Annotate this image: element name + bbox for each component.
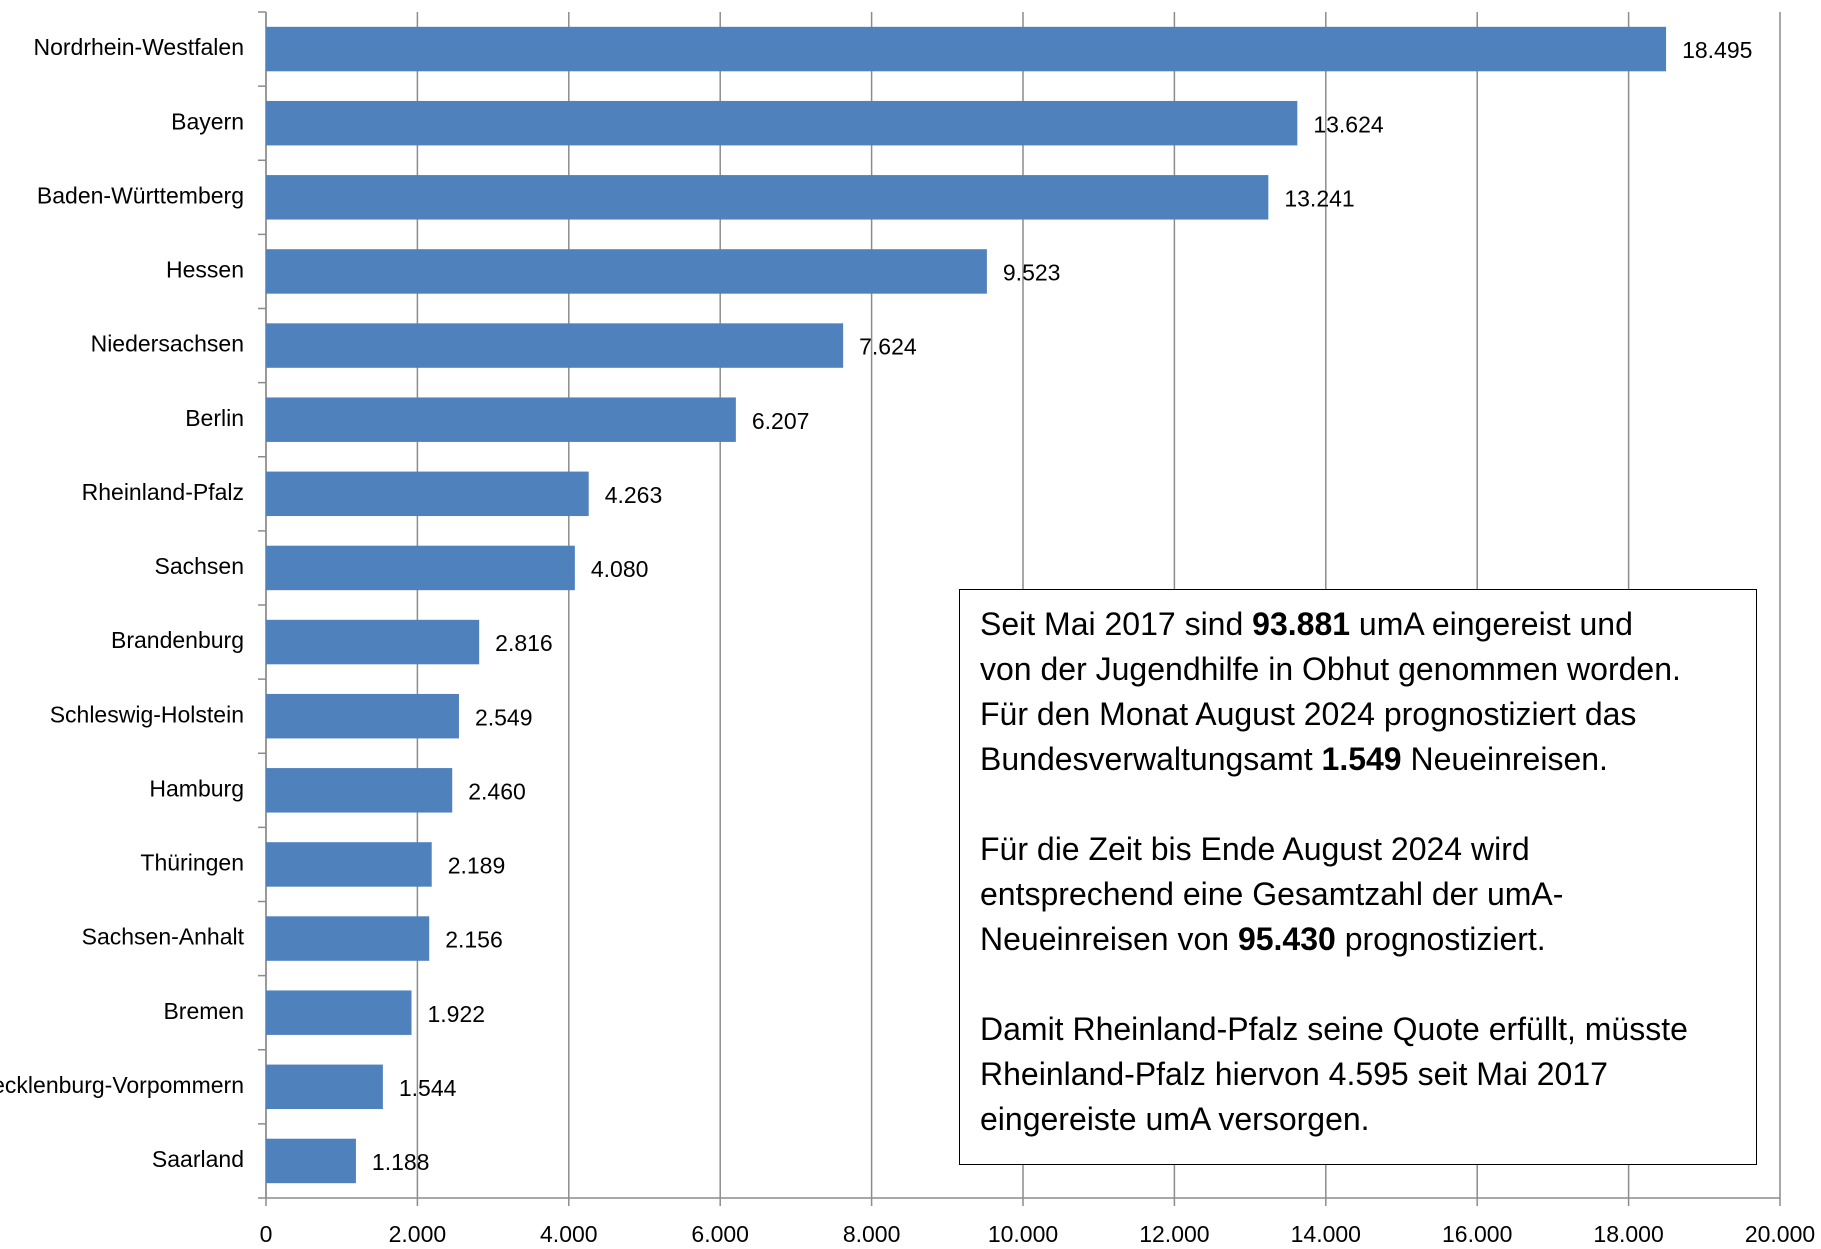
annotation-line: eingereiste umA versorgen. bbox=[980, 1097, 1756, 1142]
value-label: 9.523 bbox=[1003, 260, 1061, 286]
value-label: 7.624 bbox=[859, 334, 917, 360]
value-label: 1.188 bbox=[372, 1149, 430, 1175]
annotation-text: Bundesverwaltungsamt bbox=[980, 741, 1322, 777]
value-label: 13.624 bbox=[1313, 111, 1384, 137]
annotation-line: Neueinreisen von 95.430 prognostiziert. bbox=[980, 917, 1756, 962]
annotation-text: Neueinreisen. bbox=[1401, 741, 1608, 777]
x-tick-label: 4.000 bbox=[540, 1221, 598, 1247]
y-tick-label: Brandenburg bbox=[111, 627, 244, 653]
annotation-text: 1.549 bbox=[1321, 741, 1402, 777]
annotation-text: Rheinland-Pfalz hiervon 4.595 seit Mai 2… bbox=[980, 1056, 1608, 1092]
annotation-text: 95.430 bbox=[1237, 921, 1336, 957]
x-tick-label: 2.000 bbox=[389, 1221, 447, 1247]
annotation-line: Für den Monat August 2024 prognostiziert… bbox=[980, 692, 1756, 737]
bar bbox=[266, 249, 987, 294]
annotation-paragraph: Damit Rheinland-Pfalz seine Quote erfüll… bbox=[980, 1007, 1756, 1142]
y-tick-label: Schleswig-Holstein bbox=[50, 701, 244, 727]
bar bbox=[266, 471, 589, 517]
bar bbox=[266, 768, 453, 813]
y-tick-label: Sachsen-Anhalt bbox=[82, 924, 245, 950]
value-label: 2.816 bbox=[495, 630, 553, 656]
annotation-paragraph: Für die Zeit bis Ende August 2024 wird en… bbox=[980, 827, 1756, 962]
x-tick-label: 20.000 bbox=[1745, 1221, 1815, 1247]
x-tick-label: 16.000 bbox=[1442, 1221, 1512, 1247]
bar bbox=[266, 1064, 383, 1110]
y-tick-label: Mecklenburg-Vorpommern bbox=[0, 1072, 244, 1098]
annotation-line: entsprechend eine Gesamtzahl der umA- bbox=[980, 872, 1756, 917]
x-tick-label: 18.000 bbox=[1593, 1221, 1663, 1247]
annotation-text: Seit Mai 2017 sind bbox=[980, 606, 1253, 642]
annotation-text: prognostiziert. bbox=[1335, 921, 1546, 957]
bar bbox=[266, 842, 432, 887]
annotation-line: Bundesverwaltungsamt 1.549 Neueinreisen. bbox=[980, 737, 1756, 782]
value-label: 6.207 bbox=[752, 408, 810, 434]
annotation-paragraph: Seit Mai 2017 sind 93.881 umA eingereist… bbox=[980, 602, 1756, 782]
annotation-text: von der Jugendhilfe in Obhut genommen wo… bbox=[980, 651, 1681, 687]
bar bbox=[266, 1138, 356, 1184]
bar bbox=[266, 100, 1298, 146]
y-tick-label: Bremen bbox=[163, 998, 244, 1024]
value-label: 2.156 bbox=[445, 927, 503, 953]
bar bbox=[266, 175, 1269, 220]
y-tick-label: Nordrhein-Westfalen bbox=[33, 34, 244, 60]
annotation-text: 93.881 bbox=[1252, 606, 1351, 642]
y-tick-label: Baden-Württemberg bbox=[37, 182, 244, 208]
annotation-line: von der Jugendhilfe in Obhut genommen wo… bbox=[980, 647, 1756, 692]
x-tick-label: 6.000 bbox=[691, 1221, 749, 1247]
x-tick-label: 10.000 bbox=[988, 1221, 1058, 1247]
annotation-text: entsprechend eine Gesamtzahl der umA- bbox=[980, 876, 1564, 912]
x-tick-label: 8.000 bbox=[843, 1221, 901, 1247]
bar bbox=[266, 693, 459, 739]
bar bbox=[266, 916, 430, 961]
x-tick-label: 0 bbox=[260, 1221, 273, 1247]
y-tick-label: Hamburg bbox=[149, 775, 244, 801]
bar bbox=[266, 545, 575, 591]
value-label: 1.544 bbox=[399, 1075, 457, 1101]
x-tick-label: 12.000 bbox=[1139, 1221, 1209, 1247]
y-tick-label: Niedersachsen bbox=[91, 331, 244, 357]
y-tick-label: Bayern bbox=[171, 108, 244, 134]
annotation-line: Für die Zeit bis Ende August 2024 wird bbox=[980, 827, 1756, 872]
bar bbox=[266, 397, 736, 442]
annotation-line: Seit Mai 2017 sind 93.881 umA eingereist… bbox=[980, 602, 1756, 647]
annotation-text: Damit Rheinland-Pfalz seine Quote erfüll… bbox=[980, 1011, 1688, 1047]
annotation-box: Seit Mai 2017 sind 93.881 umA eingereist… bbox=[959, 589, 1757, 1165]
y-tick-label: Rheinland-Pfalz bbox=[82, 479, 244, 505]
value-label: 1.922 bbox=[427, 1001, 485, 1027]
y-tick-label: Hessen bbox=[166, 257, 244, 283]
annotation-text: umA eingereist und bbox=[1350, 606, 1633, 642]
annotation-text: Für den Monat August 2024 prognostiziert… bbox=[980, 696, 1637, 732]
annotation-line: Damit Rheinland-Pfalz seine Quote erfüll… bbox=[980, 1007, 1756, 1052]
bar bbox=[266, 619, 480, 665]
y-tick-label: Sachsen bbox=[154, 553, 244, 579]
value-label: 2.189 bbox=[448, 853, 506, 879]
value-label: 4.263 bbox=[605, 482, 663, 508]
y-tick-label: Thüringen bbox=[140, 850, 244, 876]
value-label: 2.460 bbox=[468, 778, 526, 804]
annotation-line: Rheinland-Pfalz hiervon 4.595 seit Mai 2… bbox=[980, 1052, 1756, 1097]
annotation-text: Neueinreisen von bbox=[980, 921, 1238, 957]
annotation-text: Für die Zeit bis Ende August 2024 wird bbox=[980, 831, 1530, 867]
x-tick-label: 14.000 bbox=[1291, 1221, 1361, 1247]
value-label: 2.549 bbox=[475, 704, 533, 730]
value-label: 13.241 bbox=[1284, 185, 1354, 211]
y-tick-label: Berlin bbox=[185, 405, 244, 431]
bar bbox=[266, 26, 1667, 72]
value-label: 4.080 bbox=[591, 556, 649, 582]
bar bbox=[266, 990, 412, 1035]
y-tick-label: Saarland bbox=[152, 1146, 244, 1172]
annotation-text: eingereiste umA versorgen. bbox=[980, 1101, 1370, 1137]
bar bbox=[266, 323, 844, 368]
value-label: 18.495 bbox=[1682, 37, 1752, 63]
